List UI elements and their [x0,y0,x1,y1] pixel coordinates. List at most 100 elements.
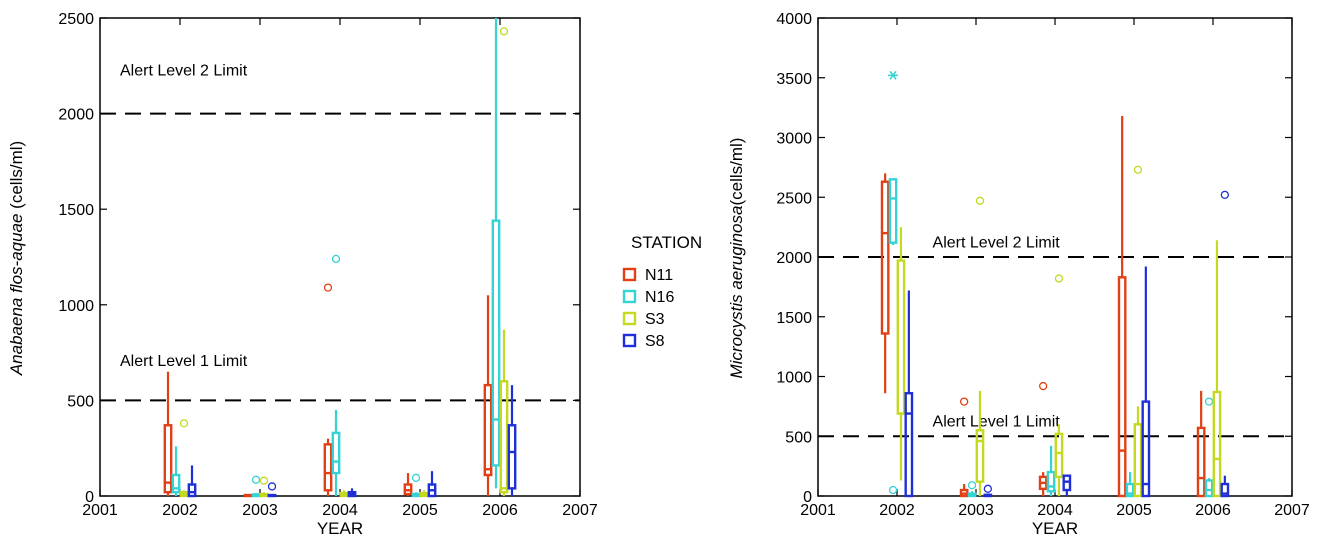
legend-swatch [622,311,637,326]
box-iqr [1133,423,1143,498]
box-iqr [1046,470,1056,493]
box-iqr [1141,400,1151,498]
box-s8-2003 [983,484,993,498]
box-iqr [323,443,333,492]
outlier-point [960,397,969,406]
outlier-point [1204,397,1214,406]
box-s8-2003 [267,482,277,498]
box-s8-2006 [507,385,517,496]
outlier-point [1133,165,1143,174]
box-iqr [904,392,914,498]
box-iqr [499,380,509,494]
box-n11-2004 [323,283,333,496]
box-iqr [1117,276,1127,498]
box-n11-2002 [163,371,173,496]
outlier-point [967,481,977,490]
series-n11 [880,115,1206,498]
legend-item-n16: N16 [622,289,674,306]
x-tick-label: 2004 [1037,502,1073,519]
outlier-point [323,283,333,292]
box-n16-2004 [331,254,341,496]
x-tick-label: 2006 [482,502,518,519]
outlier-point [1054,274,1064,283]
box-iqr [187,483,197,498]
y-axis-title: Microcystis aeruginosa(cells/ml) [727,138,746,379]
box-n16-2002 [171,446,181,496]
box-iqr [331,431,341,475]
box-s3-2005 [1133,165,1143,498]
legend-title: STATION [631,233,702,252]
alert-limit-label: Alert Level 2 Limit [933,234,1061,251]
y-tick-label: 2500 [58,11,94,28]
y-tick-label: 2000 [58,107,94,124]
box-iqr [163,424,173,494]
series-n16 [888,70,1214,498]
y-axis-title-unit: (cells/ml) [7,141,26,214]
box-s3-2004 [339,490,349,498]
legend-item-s3: S3 [622,311,665,328]
box-iqr [1054,432,1064,479]
box-iqr [1125,482,1135,498]
y-axis-title: Anabaena flos-aquae (cells/ml) [7,141,26,376]
box-s3-2002 [896,227,906,481]
outlier-point [975,196,985,205]
series-s8 [904,190,1230,498]
box-s3-2006 [1212,240,1222,498]
box-iqr [491,219,501,467]
outlier-point [179,419,189,428]
box-iqr [1212,390,1222,498]
box-s3-2003 [975,196,985,496]
box-iqr [1220,482,1230,498]
legend-swatch [622,289,637,304]
outlier-point [1039,381,1048,391]
legend-swatch [622,267,637,282]
box-n11-2006 [1196,390,1206,498]
legend-label: S3 [645,311,665,328]
y-tick-label: 2500 [776,190,812,207]
box-iqr [1204,479,1214,498]
box-n11-2003 [243,493,253,498]
series-s8 [187,385,517,498]
box-s8-2004 [1062,474,1072,496]
outlier-point [983,484,992,493]
box-iqr [507,424,517,490]
box-n16-2005 [1125,472,1135,498]
legend-label: N16 [645,289,674,306]
box-s3-2005 [419,490,429,498]
box-n11-2005 [1117,115,1127,498]
box-iqr [1196,426,1206,498]
box-iqr [880,180,890,335]
y-tick-label: 1000 [58,298,94,315]
y-axis-title-species: Anabaena flos-aquae [7,214,26,377]
box-n11-2006 [483,295,493,496]
series-s3 [896,165,1222,498]
x-tick-label: 2007 [1274,502,1310,519]
box-s8-2005 [427,471,437,498]
x-tick-label: 2002 [162,502,198,519]
x-axis-title: YEAR [317,519,363,538]
y-tick-label: 2000 [776,250,812,267]
box-iqr [896,259,906,415]
box-n16-2003 [967,481,977,498]
y-tick-label: 3000 [776,131,812,148]
y-tick-label: 0 [85,489,94,506]
alert-limit-label: Alert Level 2 Limit [120,62,248,79]
box-iqr [888,178,898,244]
box-n11-2005 [403,473,413,496]
outlier-point [331,254,341,264]
x-tick-label: 2007 [562,502,598,519]
x-tick-label: 2006 [1195,502,1231,519]
y-tick-label: 1500 [776,310,812,327]
outlier-point [499,27,509,36]
series-s3 [179,27,509,498]
box-s3-2004 [1054,274,1064,496]
chart-left-anabaena: 2001 2002 2003 2004 2005 2006 2007 0 500 1000 1500… [7,11,598,538]
box-s8-2002 [187,465,197,498]
box-n16-2002 [888,70,899,495]
x-tick-label: 2001 [800,502,836,519]
outlier-point [888,485,898,495]
box-n16-2003 [251,475,261,498]
y-axis-title-species: Microcystis aeruginosa [727,206,746,379]
box-iqr [171,473,181,494]
